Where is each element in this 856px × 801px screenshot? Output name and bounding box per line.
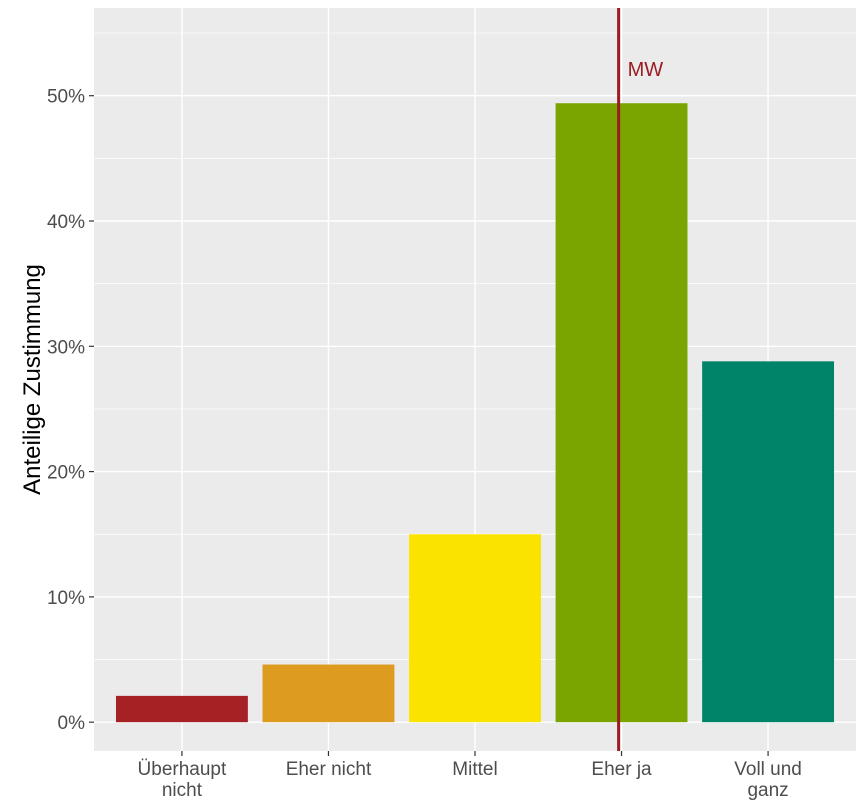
mean-line: MW [617,8,664,751]
y-tick-label: 50% [47,87,85,108]
y-tick-label: 10% [47,588,85,609]
y-tick-label: 20% [47,463,85,484]
y-tick-label: 30% [47,337,85,358]
mean-label: MW [628,59,664,81]
bar [409,534,541,723]
x-tick-label: Mittel [452,759,497,780]
x-tick-label-line: nicht [162,780,203,801]
x-axis: Überhaupt nicht Eher nicht Mittel Eher ja Vol… [138,751,802,801]
y-axis-title: Anteilige Zustimmung [19,264,46,495]
x-tick-label-line: Voll und [734,759,802,780]
x-tick-label-line: Eher nicht [286,759,372,780]
x-tick-label-line: Eher ja [591,759,652,780]
x-tick-label: Überhaupt nicht [138,759,227,801]
bar [262,664,395,723]
x-tick-label: Voll und ganz [734,759,802,801]
y-tick-label: 40% [47,212,85,233]
y-tick-label: 0% [58,713,86,734]
bar [702,361,835,723]
x-tick-label-line: Überhaupt [138,759,227,780]
bars [115,103,835,723]
bar [555,103,688,723]
x-tick-label-line: ganz [747,780,788,801]
x-tick-label: Eher nicht [286,759,372,780]
y-axis: 0% 10% 20% 30% 40% 50% [47,87,94,734]
bar [115,695,248,723]
x-tick-label: Eher ja [591,759,652,780]
x-tick-label-line: Mittel [452,759,497,780]
